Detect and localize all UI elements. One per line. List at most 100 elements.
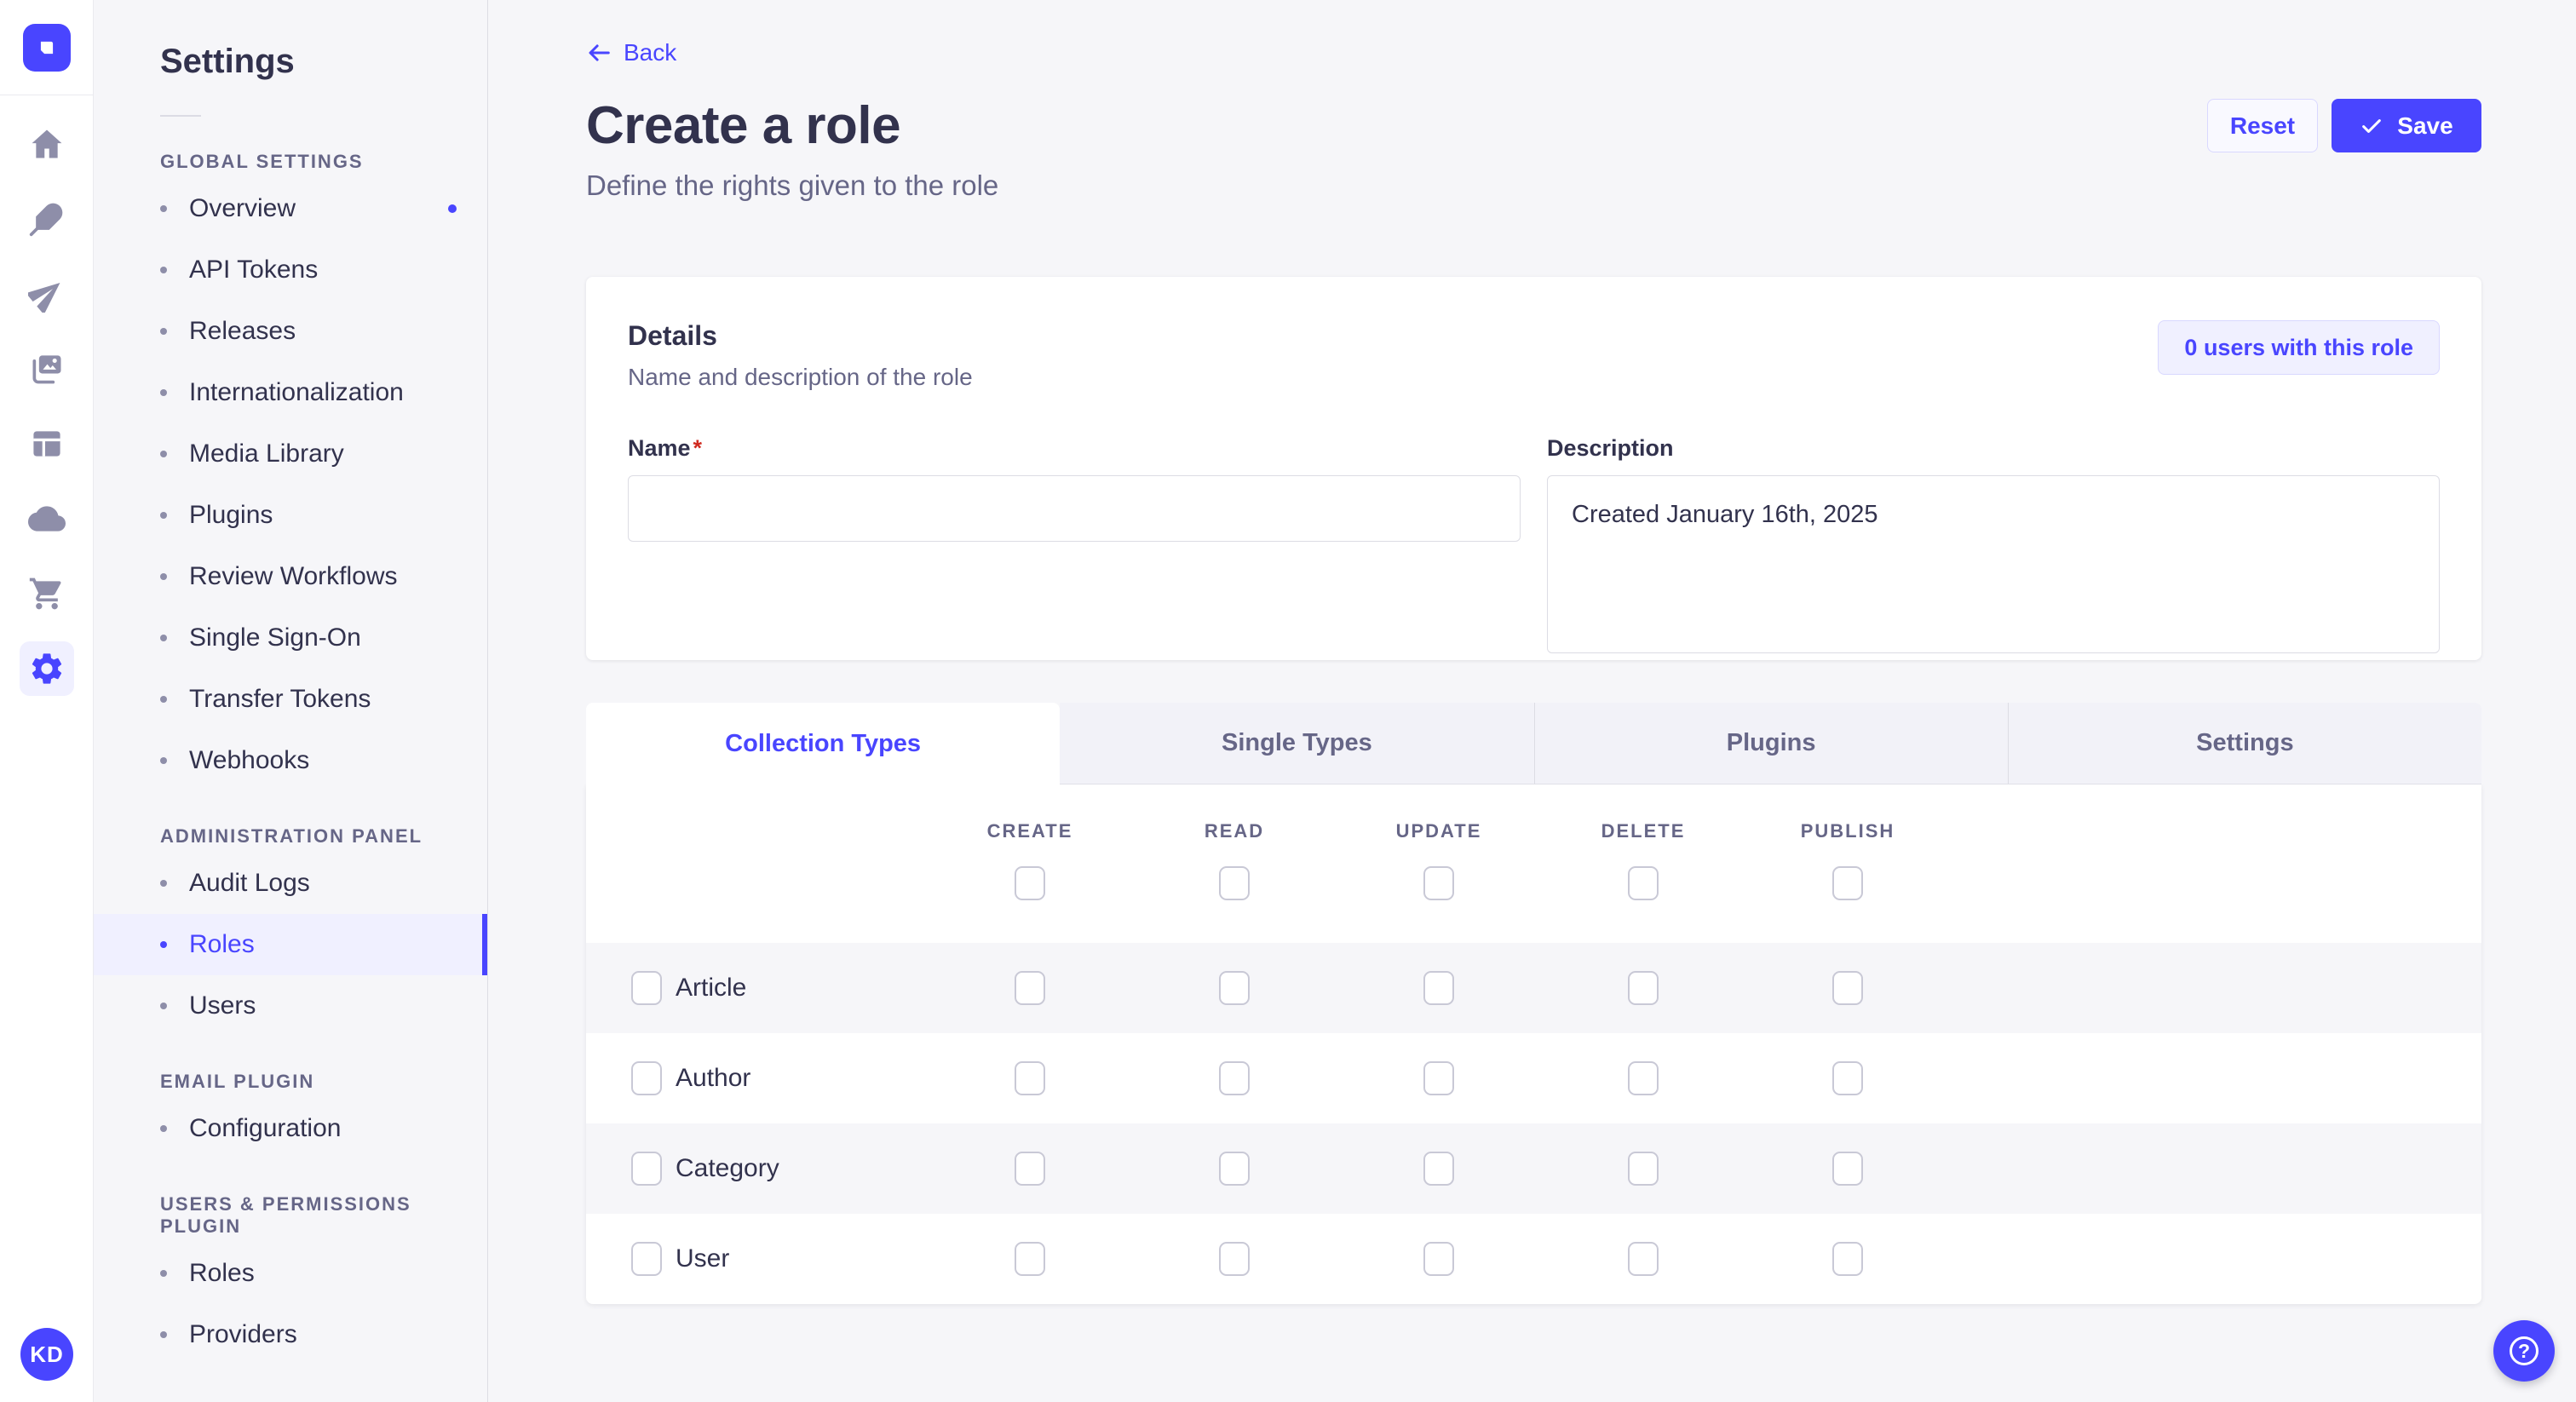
description-label: Description [1547,435,1674,461]
checkbox-select-all-read[interactable] [1219,866,1250,900]
back-link[interactable]: Back [586,39,676,66]
permission-column-headers: CREATE READ UPDATE DELETE PUBLISH [586,784,2481,842]
subnav-sections: GLOBAL SETTINGS Overview API Tokens Release… [94,151,487,1365]
permission-cell [1337,1061,1541,1095]
row-name-cell: Category [586,1152,928,1186]
subnav-item-api-tokens[interactable]: API Tokens [94,239,487,301]
subnav-item-roles[interactable]: Roles [94,914,487,975]
checkbox-article-update[interactable] [1423,971,1454,1005]
bullet-dot [160,573,167,580]
checkbox-user-read[interactable] [1219,1242,1250,1276]
checkbox-user-update[interactable] [1423,1242,1454,1276]
checkbox-user-delete[interactable] [1628,1242,1659,1276]
subnav-item-label: Audit Logs [189,869,310,897]
header-actions: Reset Save [2207,99,2481,152]
subnav-item-label: Releases [189,317,296,345]
checkbox-select-all-create[interactable] [1015,866,1045,900]
subnav-section-label: EMAIL PLUGIN [160,1071,315,1092]
table-row-article: Article [586,943,2481,1033]
checkbox-article-read[interactable] [1219,971,1250,1005]
tab-collection-types[interactable]: Collection Types [586,703,1061,784]
help-button[interactable]: ? [2493,1320,2555,1382]
rail-item-feather[interactable] [20,192,74,246]
checkbox-select-all-update[interactable] [1423,866,1454,900]
subnav-item-audit-logs[interactable]: Audit Logs [94,853,487,914]
subnav-item-label: Configuration [189,1114,342,1142]
check-icon [2362,118,2382,133]
save-button[interactable]: Save [2332,99,2481,152]
subnav-item-overview[interactable]: Overview [94,178,487,239]
subnav-item-internationalization[interactable]: Internationalization [94,362,487,423]
users-with-role-button[interactable]: 0 users with this role [2158,320,2440,375]
checkbox-select-all-publish[interactable] [1832,866,1863,900]
checkbox-select-row-article[interactable] [631,971,662,1005]
bullet-dot [160,512,167,519]
permission-cell [928,971,1132,1005]
bullet-dot [160,389,167,396]
rail-item-layout[interactable] [20,417,74,471]
rail-item-cart[interactable] [20,566,74,621]
home-icon [28,125,66,163]
role-description-textarea[interactable]: Created January 16th, 2025 [1547,475,2440,653]
checkbox-author-read[interactable] [1219,1061,1250,1095]
subnav-item-review-workflows[interactable]: Review Workflows [94,546,487,607]
subnav-item-label: Providers [189,1320,297,1348]
tab-settings[interactable]: Settings [2007,703,2481,784]
checkbox-author-create[interactable] [1015,1061,1045,1095]
permission-cell [1337,1242,1541,1276]
description-field-group: Description Created January 16th, 2025 [1547,435,2440,658]
checkbox-select-row-user[interactable] [631,1242,662,1276]
subnav-item-providers[interactable]: Providers [94,1304,487,1365]
checkbox-category-delete[interactable] [1628,1152,1659,1186]
select-all-cell-update [1337,866,1541,900]
row-label: Article [676,974,747,1002]
details-card: Details Name and description of the role… [586,277,2481,660]
subnav-item-roles[interactable]: Roles [94,1243,487,1304]
subnav-item-transfer-tokens[interactable]: Transfer Tokens [94,669,487,730]
checkbox-category-read[interactable] [1219,1152,1250,1186]
checkbox-select-all-delete[interactable] [1628,866,1659,900]
checkbox-author-publish[interactable] [1832,1061,1863,1095]
rail-item-settings-gear[interactable] [19,641,74,696]
subnav-item-plugins[interactable]: Plugins [94,485,487,546]
tab-plugins[interactable]: Plugins [1533,703,2008,784]
bullet-dot [160,205,167,212]
page-header: Back Create a role Reset Save Define the… [586,0,2481,202]
bullet-dot [160,1125,167,1132]
rail-item-cloud[interactable] [20,491,74,546]
subnav-item-single-sign-on[interactable]: Single Sign-On [94,607,487,669]
subnav-item-webhooks[interactable]: Webhooks [94,730,487,791]
role-name-input[interactable] [628,475,1521,542]
rail-item-media-library[interactable] [20,342,74,396]
checkbox-article-delete[interactable] [1628,971,1659,1005]
checkbox-article-publish[interactable] [1832,971,1863,1005]
checkbox-user-publish[interactable] [1832,1242,1863,1276]
rail-item-send[interactable] [20,267,74,321]
checkbox-user-create[interactable] [1015,1242,1045,1276]
subnav-item-media-library[interactable]: Media Library [94,423,487,485]
strapi-logo[interactable] [22,23,71,72]
checkbox-article-create[interactable] [1015,971,1045,1005]
bullet-dot [160,451,167,457]
checkbox-category-create[interactable] [1015,1152,1045,1186]
subnav-item-releases[interactable]: Releases [94,301,487,362]
subnav-item-configuration[interactable]: Configuration [94,1098,487,1159]
tab-single-types[interactable]: Single Types [1060,703,1534,784]
permission-select-all-row [586,866,2481,900]
checkbox-author-update[interactable] [1423,1061,1454,1095]
rail-item-home[interactable] [20,117,74,171]
user-avatar[interactable]: KD [20,1328,73,1381]
select-all-cell-delete [1541,866,1745,900]
checkbox-select-row-category[interactable] [631,1152,662,1186]
subnav-section: GLOBAL SETTINGS Overview API Tokens Release… [94,151,487,791]
permission-cell [1541,1242,1745,1276]
subnav-item-users[interactable]: Users [94,975,487,1037]
checkbox-author-delete[interactable] [1628,1061,1659,1095]
permission-cell [1337,1152,1541,1186]
subnav-item-label: Internationalization [189,378,404,406]
subnav-item-label: Plugins [189,501,273,529]
checkbox-select-row-author[interactable] [631,1061,662,1095]
checkbox-category-publish[interactable] [1832,1152,1863,1186]
reset-button[interactable]: Reset [2207,99,2318,152]
checkbox-category-update[interactable] [1423,1152,1454,1186]
